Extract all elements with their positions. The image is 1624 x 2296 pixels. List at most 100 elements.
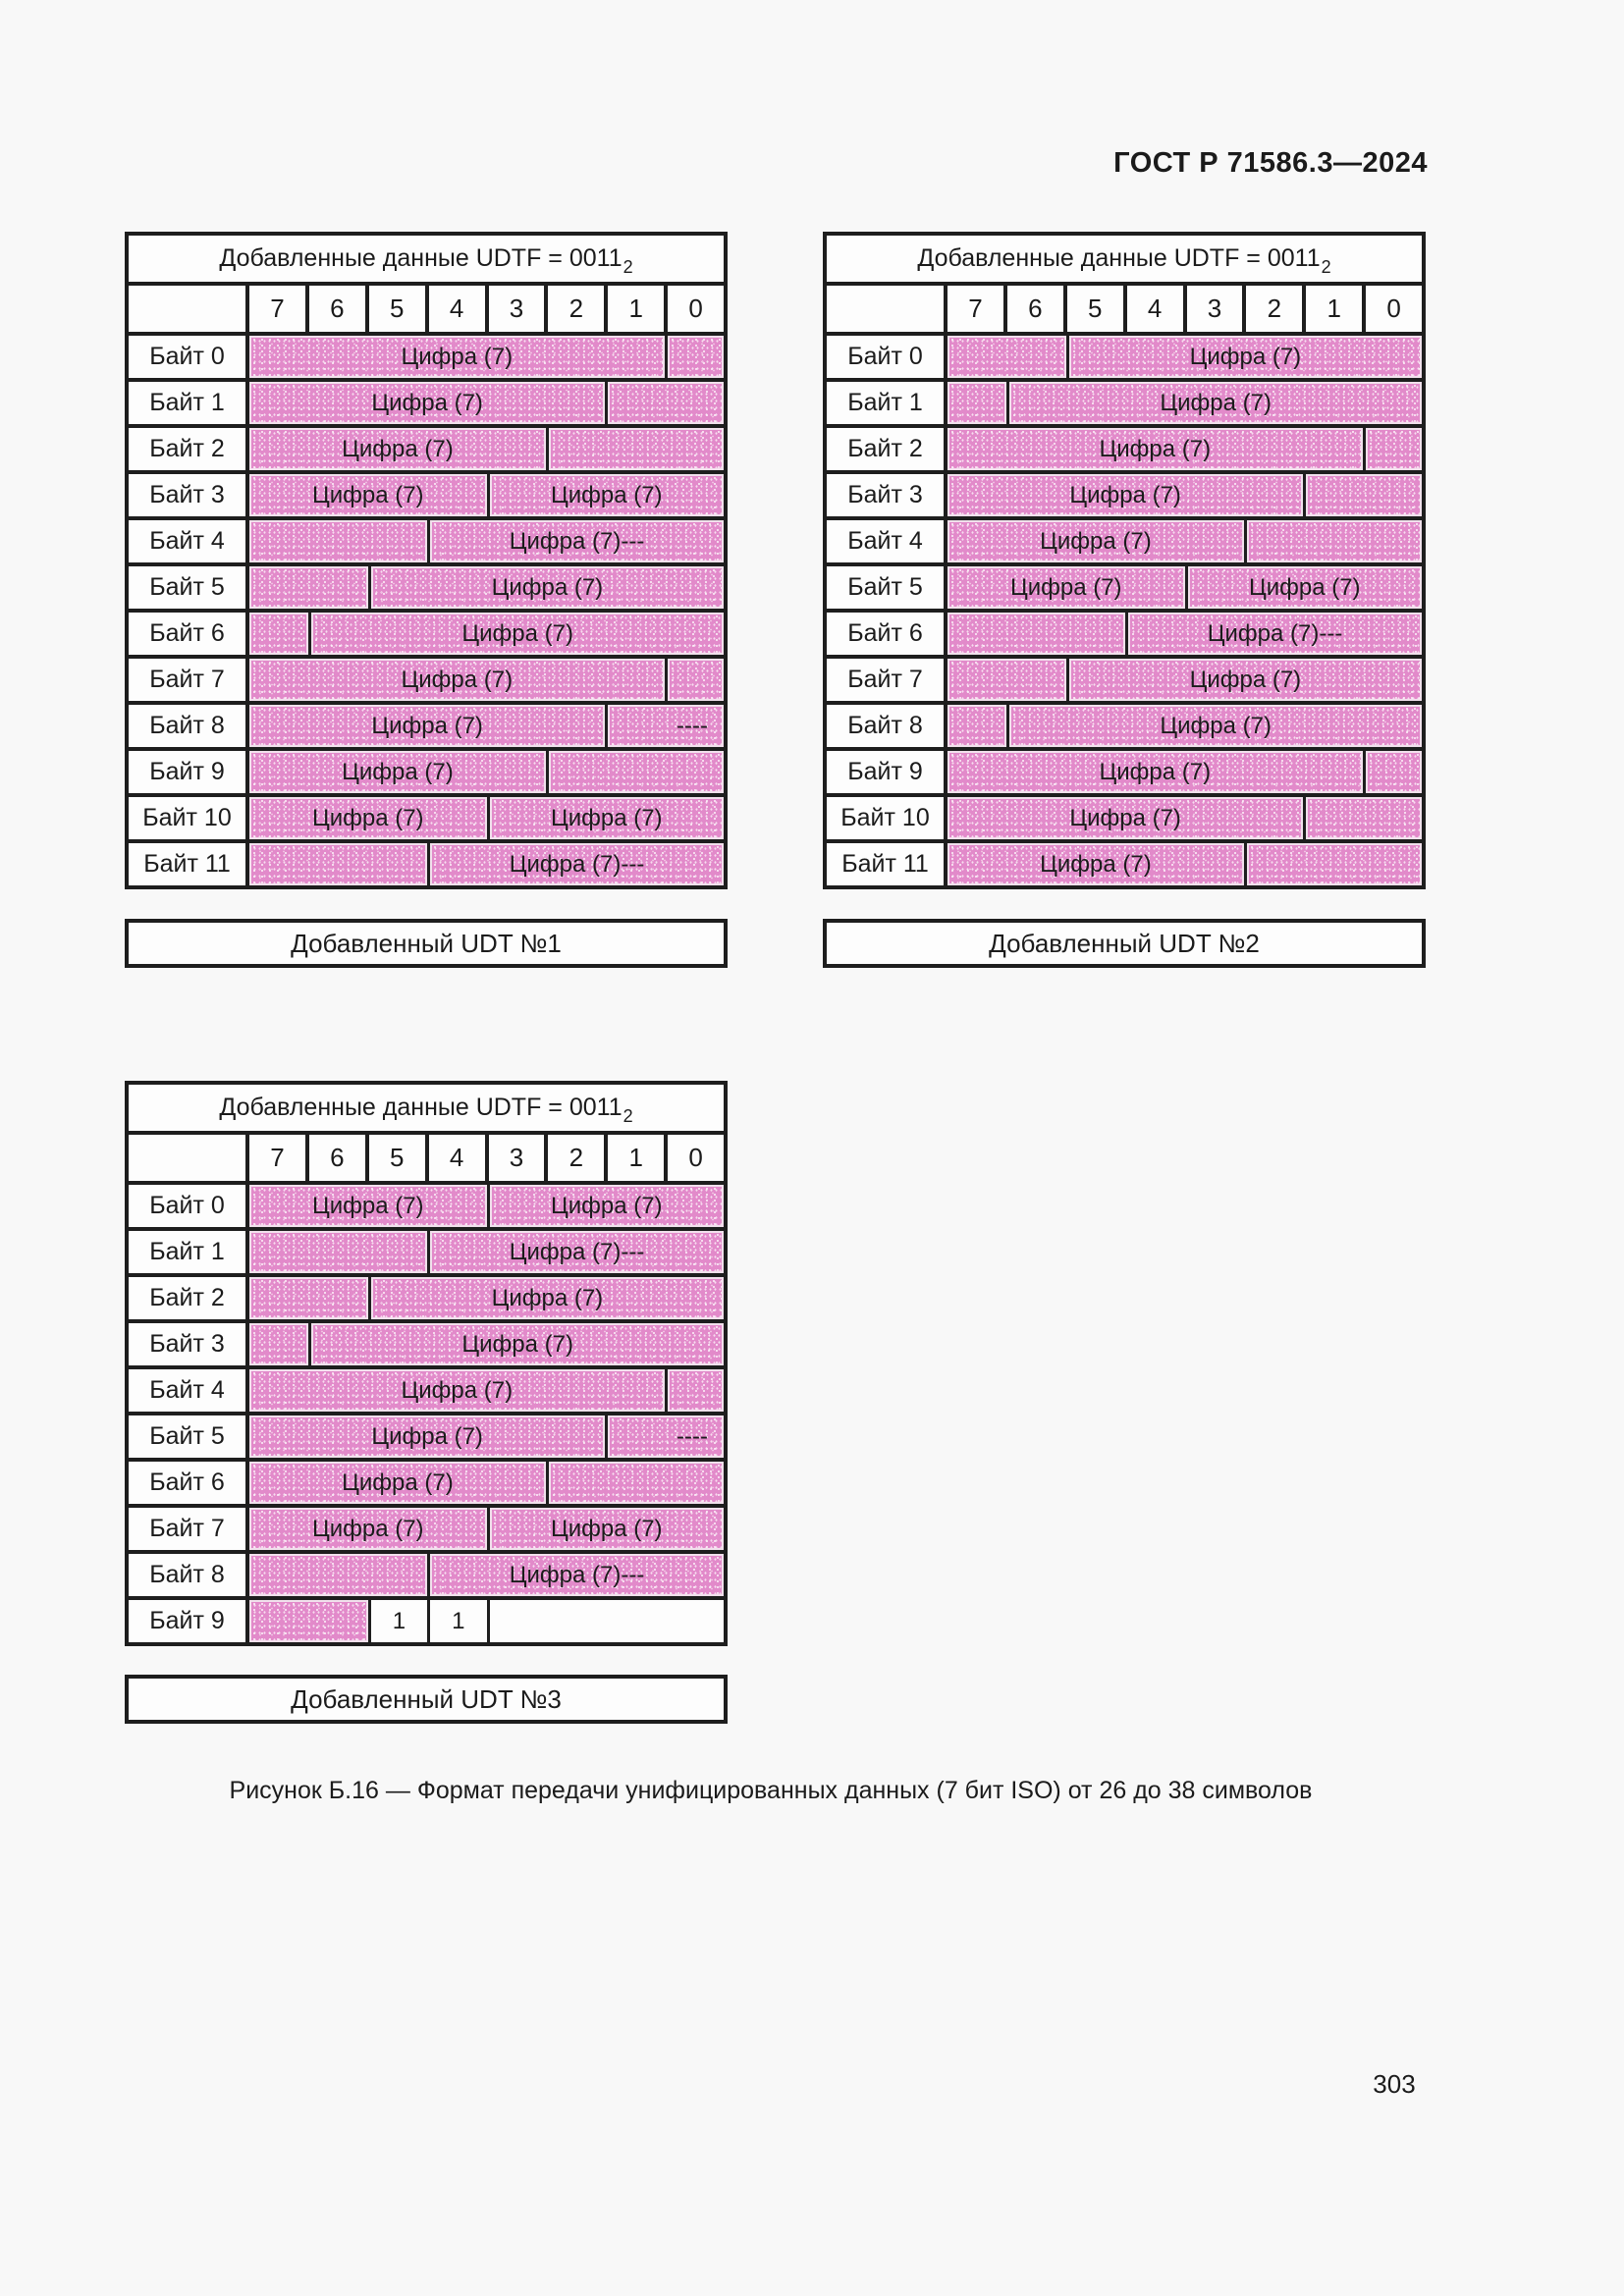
byte-row: Байт 7 Цифра (7) Цифра (7) xyxy=(129,1504,724,1550)
digit-field: Цифра (7) xyxy=(367,566,724,609)
digit-field: Цифра (7) xyxy=(947,520,1244,562)
byte-row-label: Байт 4 xyxy=(129,1369,249,1412)
digit-field: Цифра (7) xyxy=(947,474,1304,516)
bit-label-7: 7 xyxy=(270,294,285,323)
digit-field: Цифра (7) xyxy=(249,382,606,424)
filled-field xyxy=(545,751,724,793)
filled-field xyxy=(664,1369,724,1412)
byte-row: Байт 2 Цифра (7) xyxy=(129,1273,724,1319)
byte-row-label: Байт 6 xyxy=(129,1462,249,1504)
bit-label-1: 1 xyxy=(604,286,664,332)
byte-row-segments: Цифра (7) xyxy=(249,1277,724,1319)
byte-row-label: Байт 5 xyxy=(827,566,947,609)
digit-field: Цифра (7) xyxy=(249,1508,487,1550)
byte-rows: Байт 0 Цифра (7) Байт 1 Цифра (7) Байт 2 Цифр… xyxy=(827,332,1422,885)
digit-field: ---- xyxy=(605,705,724,747)
byte-row-segments: Цифра (7) xyxy=(249,659,724,701)
byte-row: Байт 5 Цифра (7) xyxy=(129,562,724,609)
byte-row: Байт 0 Цифра (7) Цифра (7) xyxy=(129,1181,724,1227)
byte-row: Байт 1 Цифра (7) xyxy=(827,378,1422,424)
byte-row-label: Байт 8 xyxy=(129,705,249,747)
byte-row-segments: Цифра (7) xyxy=(947,428,1422,470)
bit-label-7: 7 xyxy=(968,294,983,323)
byte-row: Байт 3 Цифра (7) xyxy=(827,470,1422,516)
digit-field: Цифра (7) xyxy=(1065,659,1422,701)
byte-row: Байт 8 Цифра (7)--- xyxy=(129,1550,724,1596)
byte-row-segments: Цифра (7) Цифра (7) xyxy=(249,797,724,839)
bit-header-spacer xyxy=(129,1135,249,1181)
bit-label-3: 3 xyxy=(484,286,545,332)
byte-row-label: Байт 4 xyxy=(827,520,947,562)
digit-field: Цифра (7) xyxy=(486,474,724,516)
digit-field: Цифра (7) xyxy=(249,751,546,793)
document-header: ГОСТ Р 71586.3—2024 xyxy=(1113,147,1428,179)
byte-row-segments: Цифра (7) xyxy=(947,705,1422,747)
digit-field: Цифра (7) xyxy=(486,1508,724,1550)
filled-field xyxy=(605,382,724,424)
byte-row: Байт 4 Цифра (7) xyxy=(827,516,1422,562)
byte-row: Байт 3 Цифра (7) Цифра (7) xyxy=(129,470,724,516)
bit-header-spacer xyxy=(129,286,249,332)
byte-row-label: Байт 11 xyxy=(827,843,947,885)
digit-field: Цифра (7) xyxy=(947,843,1244,885)
filled-field xyxy=(249,613,309,655)
digit-field: Цифра (7) xyxy=(1184,566,1422,609)
filled-field xyxy=(249,520,428,562)
byte-row-label: Байт 10 xyxy=(129,797,249,839)
filled-field xyxy=(947,336,1066,378)
digit-field: Цифра (7) xyxy=(947,751,1363,793)
byte-row-label: Байт 7 xyxy=(827,659,947,701)
filled-field xyxy=(249,1231,428,1273)
byte-row-label: Байт 1 xyxy=(129,382,249,424)
title-subscript: 2 xyxy=(1321,257,1331,277)
byte-row-label: Байт 9 xyxy=(129,751,249,793)
byte-row-segments: Цифра (7) xyxy=(947,659,1422,701)
bit-label-4: 4 xyxy=(424,1135,485,1181)
udt-table-3-title: Добавленные данные UDTF = 0011 2 xyxy=(129,1085,724,1135)
digit-field: Цифра (7) xyxy=(249,1462,546,1504)
byte-row: Байт 2 Цифра (7) xyxy=(827,424,1422,470)
digit-field: Цифра (7)--- xyxy=(427,843,724,885)
byte-row-label: Байт 1 xyxy=(827,382,947,424)
byte-row-segments: Цифра (7) xyxy=(249,428,724,470)
byte-row-label: Байт 9 xyxy=(129,1600,249,1642)
byte-row: Байт 9 Цифра (7) xyxy=(129,747,724,793)
udt-table-2-title: Добавленные данные UDTF = 0011 2 xyxy=(827,236,1422,286)
title-subscript: 2 xyxy=(623,257,633,277)
byte-row: Байт 0 Цифра (7) xyxy=(827,332,1422,378)
digit-field: Цифра (7) xyxy=(249,1185,487,1227)
byte-row-segments: Цифра (7) Цифра (7) xyxy=(249,474,724,516)
filled-field xyxy=(947,659,1066,701)
byte-row: Байт 6 Цифра (7) xyxy=(129,609,724,655)
byte-row: Байт 8 Цифра (7) xyxy=(827,701,1422,747)
byte-row: Байт 8 Цифра (7) ---- xyxy=(129,701,724,747)
filled-field xyxy=(1243,520,1422,562)
byte-row-segments: Цифра (7) xyxy=(947,797,1422,839)
byte-row: Байт 11 Цифра (7) xyxy=(827,839,1422,885)
byte-row-label: Байт 4 xyxy=(129,520,249,562)
title-text: Добавленные данные UDTF = 0011 xyxy=(219,1094,623,1121)
byte-row: Байт 11 Цифра (7)--- xyxy=(129,839,724,885)
byte-row: Байт 10 Цифра (7) xyxy=(827,793,1422,839)
byte-row-segments: Цифра (7) ---- xyxy=(249,1415,724,1458)
static-field: 1 xyxy=(367,1600,427,1642)
filled-field xyxy=(1362,751,1422,793)
bit-label-5: 5 xyxy=(364,1135,425,1181)
byte-row-label: Байт 0 xyxy=(129,1185,249,1227)
digit-field: Цифра (7) xyxy=(1006,705,1422,747)
byte-row: Байт 4 Цифра (7)--- xyxy=(129,516,724,562)
digit-field: Цифра (7) xyxy=(308,613,724,655)
title-subscript: 2 xyxy=(623,1106,633,1126)
udt-table-1-title: Добавленные данные UDTF = 0011 2 xyxy=(129,236,724,286)
byte-row: Байт 7 Цифра (7) xyxy=(827,655,1422,701)
byte-row-segments: Цифра (7) xyxy=(249,1323,724,1365)
byte-rows: Байт 0 Цифра (7) Байт 1 Цифра (7) Байт 2 Цифр… xyxy=(129,332,724,885)
byte-row-label: Байт 8 xyxy=(129,1554,249,1596)
byte-row-segments: Цифра (7)--- xyxy=(249,1231,724,1273)
bit-label-7: 7 xyxy=(270,1143,285,1172)
filled-field xyxy=(1362,428,1422,470)
